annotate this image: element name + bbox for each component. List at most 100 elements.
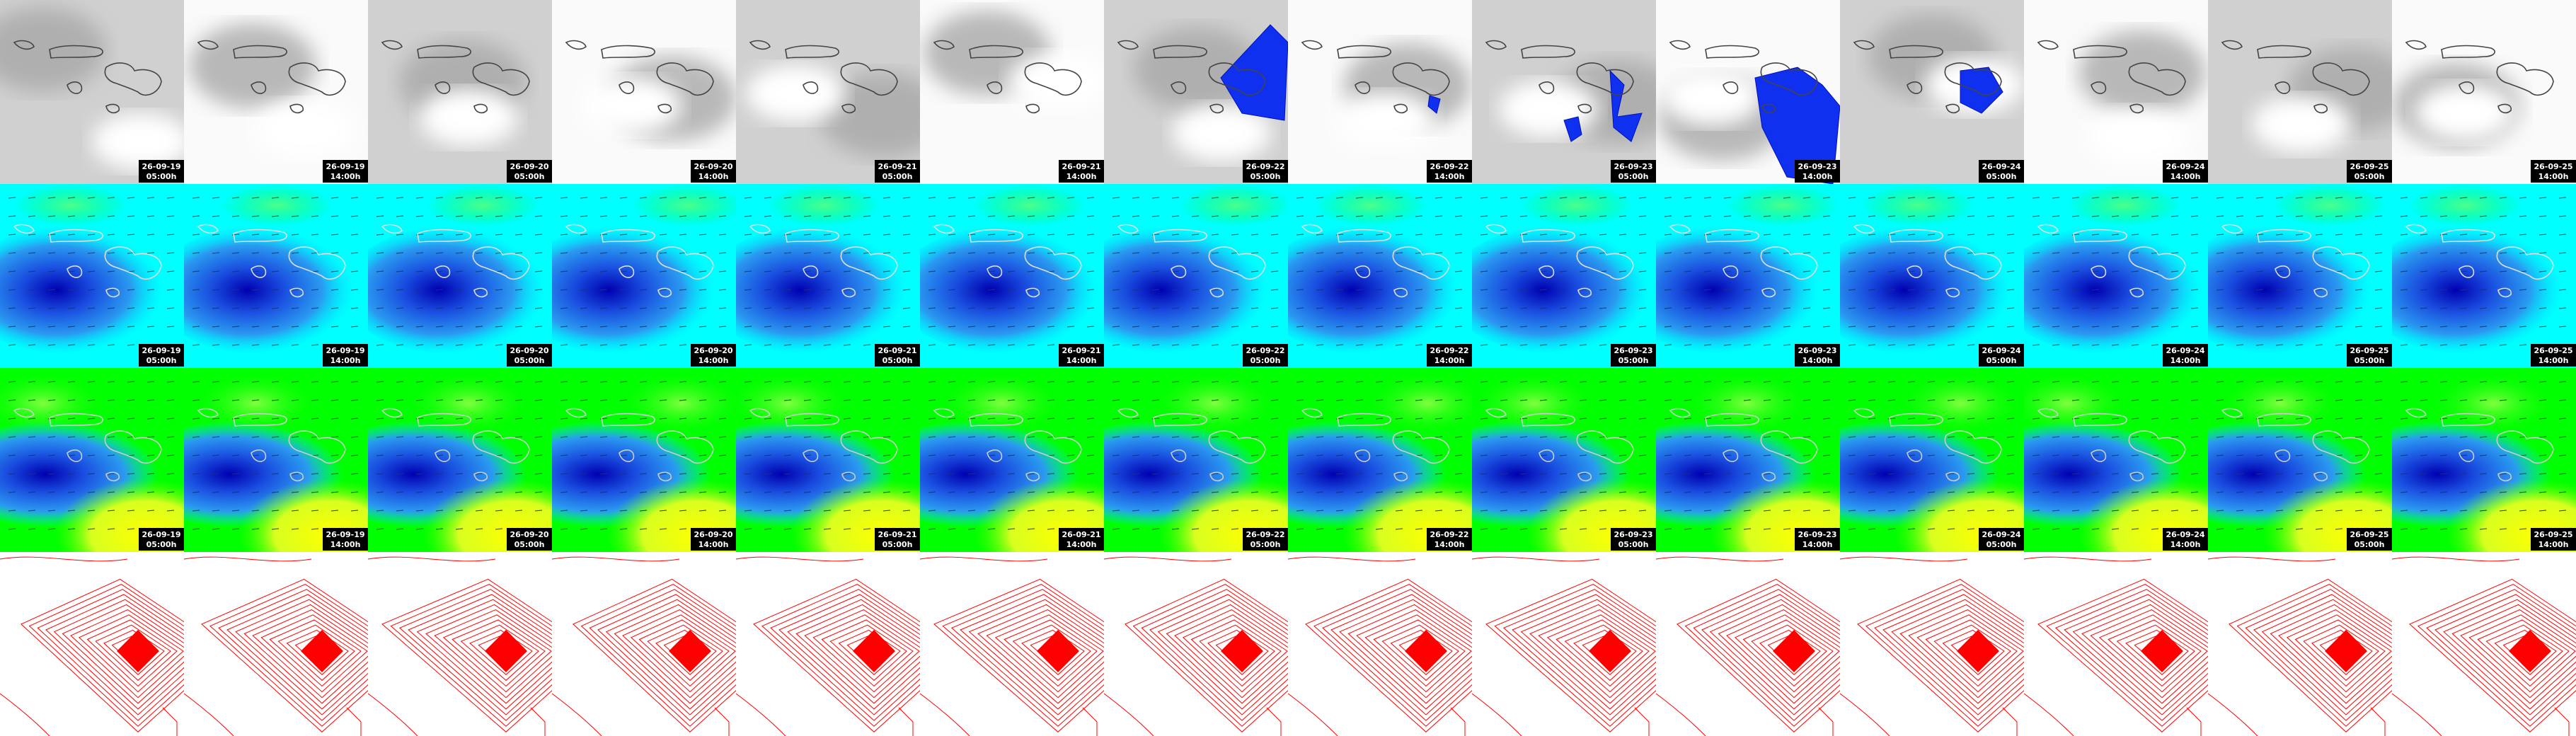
- wind-arrow: [2170, 491, 2179, 493]
- wind-arrow: [192, 270, 200, 272]
- wind-arrow: [1027, 473, 1035, 475]
- wind-arrow: [1231, 289, 1239, 291]
- wind-arrow: [1684, 307, 1692, 309]
- wind-arrow: [599, 399, 608, 401]
- wind-arrow: [2315, 399, 2323, 401]
- contour-peak: [669, 630, 711, 672]
- wind-arrow: [2335, 326, 2343, 328]
- wind-arrow: [2558, 510, 2567, 512]
- wind-arrow: [1454, 473, 1463, 475]
- wind-arrow: [1296, 326, 1304, 328]
- wind-arrow: [599, 197, 608, 199]
- wind-arrow: [2091, 215, 2100, 217]
- wind-arrow: [475, 270, 483, 272]
- wind-arrow: [127, 289, 135, 291]
- wind-arrow: [2315, 215, 2323, 217]
- contour: [1485, 578, 1656, 732]
- contour: [2494, 629, 2557, 675]
- wind-arrow: [1723, 307, 1732, 309]
- contour: [1899, 604, 2024, 704]
- wind-arrow: [1579, 399, 1587, 401]
- wind-arrow: [475, 510, 483, 512]
- wind-arrow: [2499, 215, 2507, 217]
- wind-arrow: [863, 289, 871, 291]
- wind-arrow: [396, 270, 404, 272]
- wind-arrow: [928, 418, 936, 420]
- label-box: [691, 528, 736, 551]
- wind-arrow: [376, 197, 384, 199]
- wind-arrow: [127, 197, 135, 199]
- wind-arrow: [192, 381, 200, 383]
- wind-arrow: [2131, 491, 2139, 493]
- wind-arrow: [1066, 418, 1075, 420]
- contour: [933, 578, 1104, 732]
- map-panel: [920, 552, 1104, 736]
- wind-arrow: [1480, 234, 1488, 236]
- wind-arrow: [1684, 215, 1692, 217]
- wind-arrow: [2459, 381, 2468, 383]
- wind-arrow: [2111, 234, 2120, 236]
- contour: [434, 609, 552, 698]
- wind-arrow: [1559, 270, 1568, 272]
- wind-arrow: [659, 399, 667, 401]
- contour-peak: [1773, 630, 1815, 672]
- wind-arrow: [2170, 197, 2179, 199]
- wind-arrow: [1868, 399, 1876, 401]
- wind-arrow: [1743, 381, 1752, 383]
- wind-arrow: [1599, 399, 1607, 401]
- wind-arrow: [1007, 399, 1016, 401]
- wind-arrow: [2354, 326, 2363, 328]
- contour: [1390, 629, 1453, 675]
- wind-arrow: [1151, 289, 1160, 291]
- contour: [2311, 629, 2373, 675]
- wind-arrow: [28, 326, 36, 328]
- wind-arrow: [902, 418, 911, 420]
- wind-arrow: [311, 289, 319, 291]
- blue-area: [0, 226, 173, 354]
- wind-arrow: [863, 510, 871, 512]
- wind-arrow: [435, 234, 444, 236]
- wind-arrow: [271, 381, 280, 383]
- wind-arrow: [2479, 399, 2488, 401]
- wind-arrow: [396, 215, 404, 217]
- wind-arrow: [212, 289, 220, 291]
- wind-arrow: [534, 326, 543, 328]
- wind-arrow: [376, 491, 384, 493]
- wind-arrow: [2190, 326, 2199, 328]
- wind-arrow: [2111, 381, 2120, 383]
- wind-arrow: [271, 418, 280, 420]
- wind-arrow: [2499, 399, 2507, 401]
- contour: [2064, 594, 2208, 715]
- wind-arrow: [659, 510, 667, 512]
- wind-arrow: [1638, 270, 1647, 272]
- wind-arrow: [1802, 270, 1811, 272]
- wind-arrow: [698, 234, 707, 236]
- wind-arrow: [1480, 307, 1488, 309]
- wind-arrow: [2275, 399, 2284, 401]
- wind-arrow: [1763, 418, 1771, 420]
- wind-arrow: [2374, 307, 2383, 309]
- wind-arrow: [1171, 510, 1180, 512]
- wind-arrow: [1434, 510, 1443, 512]
- date-label: 26-09-24: [1982, 346, 2020, 355]
- wind-arrow: [1112, 418, 1120, 420]
- wind-arrow: [231, 399, 240, 401]
- wind-arrow: [2295, 418, 2304, 420]
- wind-arrow: [1500, 215, 1508, 217]
- wind-arrow: [2131, 454, 2139, 456]
- wind-arrow: [619, 326, 628, 328]
- wind-arrow: [987, 307, 996, 309]
- contour: [398, 589, 552, 721]
- wind-arrow: [928, 326, 936, 328]
- wind-arrow: [2236, 510, 2244, 512]
- wind-arrow: [1868, 510, 1876, 512]
- wind-arrow: [1986, 307, 1995, 309]
- label-box: [323, 528, 368, 551]
- wind-arrow: [1684, 234, 1692, 236]
- wind-arrow: [1848, 418, 1856, 420]
- wind-arrow: [1415, 215, 1423, 217]
- wind-arrow: [495, 326, 503, 328]
- wind-arrow: [2032, 418, 2040, 420]
- wind-arrow: [1250, 289, 1259, 291]
- wind-arrow: [8, 454, 16, 456]
